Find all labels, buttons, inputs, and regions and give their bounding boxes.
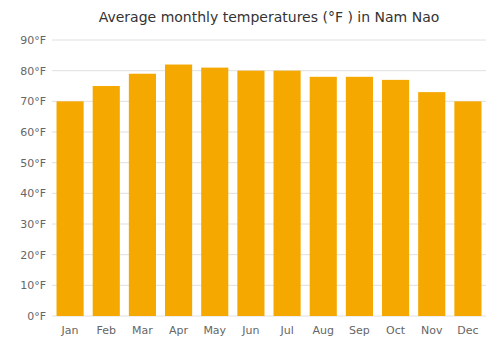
y-tick-label: 40°F — [20, 187, 46, 200]
bar — [454, 101, 481, 316]
bar — [165, 65, 192, 316]
bar — [129, 74, 156, 316]
bar — [310, 77, 337, 316]
bar — [201, 68, 228, 316]
bar — [274, 71, 301, 316]
x-tick-label: Apr — [169, 324, 189, 337]
x-tick-label: Sep — [349, 324, 370, 337]
bar — [346, 77, 373, 316]
bar — [418, 92, 445, 316]
page: {"chart_data": {"type": "bar", "title": … — [0, 0, 500, 350]
bars — [57, 65, 482, 316]
bar — [382, 80, 409, 316]
x-tick-label: Dec — [457, 324, 478, 337]
y-tick-label: 30°F — [20, 218, 46, 231]
y-tick-label: 90°F — [20, 34, 46, 47]
y-tick-label: 0°F — [27, 310, 46, 323]
y-tick-label: 60°F — [20, 126, 46, 139]
bar — [57, 101, 84, 316]
y-tick-label: 20°F — [20, 249, 46, 262]
x-tick-label: Mar — [132, 324, 153, 337]
bar — [237, 71, 264, 316]
x-tick-label: May — [203, 324, 226, 337]
grid-line — [52, 70, 486, 71]
x-tick-label: Jan — [61, 324, 79, 337]
x-tick-label: Oct — [386, 324, 406, 337]
grid-line — [52, 40, 486, 41]
bar — [93, 86, 120, 316]
title: Average monthly temperatures (°F ) in Na… — [99, 9, 440, 25]
y-tick-label: 70°F — [20, 95, 46, 108]
y-tick-label: 10°F — [20, 279, 46, 292]
x-tick-label: Feb — [97, 324, 116, 337]
x-tick-label: Nov — [421, 324, 443, 337]
y-tick-label: 50°F — [20, 157, 46, 170]
x-axis: Jan Feb Mar Apr May Jun Jul Aug Sep Oct Nov Dec — [61, 324, 479, 337]
chart: Average monthly temperatures (°F ) in Na… — [0, 0, 500, 350]
chart-container: Average monthly temperatures (°F ) in Na… — [0, 0, 500, 350]
x-tick-label: Aug — [313, 324, 334, 337]
y-axis: 0°F 10°F 20°F 30°F 40°F 50°F 60°F 70°F 80°F 90°F — [20, 34, 486, 323]
x-tick-label: Jun — [241, 324, 259, 337]
y-tick-label: 80°F — [20, 65, 46, 78]
x-tick-label: Jul — [279, 324, 293, 337]
